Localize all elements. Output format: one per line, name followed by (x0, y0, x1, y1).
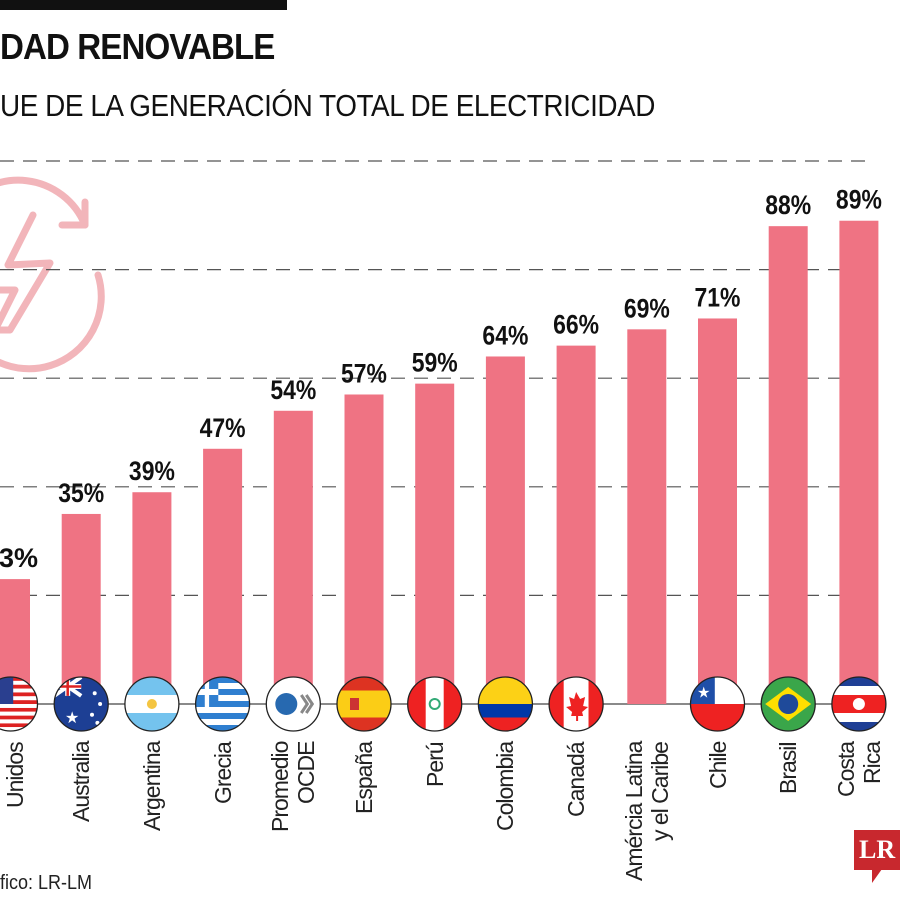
source-note: fico: LR-LM (0, 872, 93, 894)
lr-logo-tail (872, 869, 882, 883)
x-axis-label: Chile (704, 742, 731, 790)
flag-ocde-icon (265, 676, 321, 732)
chart-title: DAD RENOVABLE (0, 26, 275, 67)
x-axis-label: Argentina (138, 742, 165, 832)
x-axis-label: Promedio OCDE (267, 742, 320, 833)
bar (273, 410, 313, 704)
bar (556, 345, 596, 704)
x-axis-label: Canadá (563, 742, 590, 817)
x-axis-label: Amércia Latina y el Caribe (620, 742, 673, 882)
data-label: 47% (200, 413, 246, 443)
x-axis-label: Perú (421, 742, 448, 787)
data-label: 69% (624, 294, 670, 324)
flag-gr-icon (194, 676, 251, 732)
bar (768, 226, 808, 704)
flag-pe-icon (407, 676, 463, 732)
chart-subtitle: UE DE LA GENERACIÓN TOTAL DE ELECTRICIDA… (0, 88, 655, 123)
data-label: 39% (129, 457, 175, 487)
bar (839, 220, 879, 705)
data-label: 64% (482, 321, 528, 351)
flag-co-icon (477, 676, 534, 732)
flag-au-icon: ★ (53, 676, 109, 732)
lr-logo: LR (854, 830, 900, 870)
x-axis-label: Colombia (492, 742, 519, 832)
flag-ar-icon (124, 676, 180, 732)
x-axis-label: Grecia (209, 742, 236, 804)
bar (61, 513, 101, 704)
bar (698, 318, 737, 704)
flag-cr-icon (831, 676, 887, 732)
bar (485, 356, 525, 704)
data-label: 57% (341, 359, 387, 389)
svg-text:★: ★ (65, 710, 79, 727)
data-label: 3% (0, 543, 38, 573)
data-label: 35% (58, 478, 104, 508)
data-label: 89% (836, 185, 882, 215)
flag-es-icon (336, 676, 392, 732)
data-label: 59% (412, 348, 458, 378)
flag-cl-icon: ★ (689, 676, 746, 732)
data-label: 88% (765, 190, 811, 220)
bar (627, 329, 667, 704)
x-axis-label: España (351, 742, 377, 815)
flag-br-icon (760, 676, 816, 732)
title-rule (0, 0, 287, 10)
svg-text:★: ★ (697, 685, 710, 702)
x-axis-label: Brasil (775, 742, 802, 794)
bar (132, 492, 172, 704)
renewable-energy-icon (0, 176, 105, 373)
bar (203, 448, 243, 704)
data-label: 71% (695, 283, 741, 313)
flag-us-icon (0, 676, 39, 732)
bar (415, 383, 455, 704)
bar (344, 394, 384, 704)
flag-ca-icon (548, 676, 604, 732)
data-label: 54% (270, 375, 316, 405)
data-label: 66% (553, 310, 599, 340)
